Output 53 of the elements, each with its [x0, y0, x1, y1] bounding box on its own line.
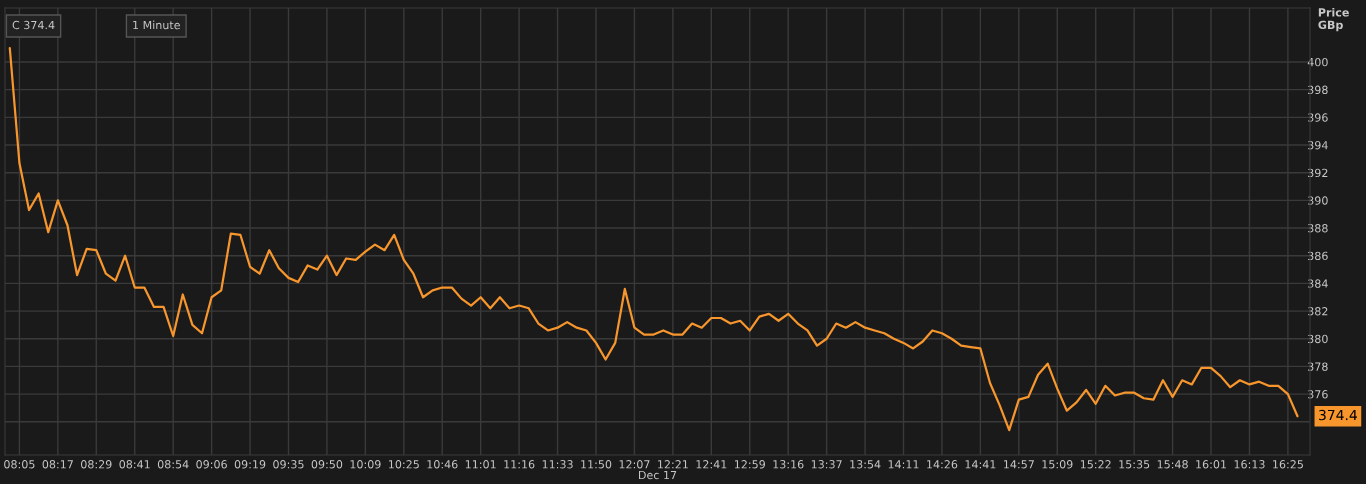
x-tick-label: 08:05: [4, 460, 35, 469]
y-tick-label: 398: [1308, 85, 1328, 95]
x-tick-label: 11:50: [581, 460, 612, 469]
x-tick-label: 13:54: [850, 460, 881, 469]
x-tick-label: 12:07: [619, 460, 650, 469]
x-tick-label: 12:59: [734, 460, 765, 469]
x-tick-label: 14:57: [1004, 460, 1034, 469]
x-tick-label: 15:22: [1080, 460, 1111, 469]
x-tick-label: 09:35: [273, 460, 304, 469]
x-tick-label: 12:21: [658, 460, 688, 469]
x-tick-label: 14:26: [927, 460, 958, 469]
x-axis-title: Dec 17: [639, 470, 677, 480]
x-tick-label: 09:19: [234, 460, 266, 469]
x-tick-label: 08:54: [157, 460, 189, 469]
y-tick-label: 380: [1308, 334, 1328, 344]
x-tick-label: 15:48: [1157, 460, 1188, 469]
x-tick-label: 10:09: [350, 460, 381, 469]
y-tick-label: 376: [1308, 390, 1328, 399]
x-tick-label: 13:16: [773, 460, 804, 469]
x-tick-label: 16:25: [1273, 460, 1303, 469]
annotation: 1 Minute: [133, 20, 180, 30]
data-label: 374.4: [1319, 409, 1357, 421]
x-tick-label: 08:41: [119, 460, 150, 469]
y-tick-label: 388: [1308, 224, 1328, 233]
y-axis-title: Price GBp: [1318, 8, 1349, 32]
line-series: [8, 47, 1299, 432]
y-tick-label: 394: [1308, 140, 1328, 150]
x-tick-label: 15:35: [1119, 460, 1150, 469]
y-tick-label: 400: [1307, 57, 1328, 67]
y-tick-label: 390: [1308, 196, 1328, 205]
y-tick-label: 396: [1308, 113, 1328, 122]
y-tick-label: 378: [1308, 362, 1328, 371]
x-tick-label: 15:09: [1042, 460, 1073, 469]
y-tick-label: 392: [1308, 168, 1328, 178]
y-tick-label: 386: [1308, 251, 1328, 261]
x-tick-label: 14:41: [965, 460, 996, 469]
x-tick-label: 09:50: [311, 460, 343, 469]
x-tick-label: 14:11: [888, 460, 919, 469]
x-tick-label: 16:01: [1196, 460, 1226, 469]
x-tick-label: 10:25: [389, 460, 419, 469]
x-tick-label: 11:16: [504, 460, 535, 469]
x-tick-label: 11:01: [465, 460, 496, 469]
x-tick-label: 11:33: [542, 460, 573, 469]
x-tick-label: 16:13: [1234, 460, 1265, 469]
x-tick-label: 08:17: [42, 460, 73, 469]
x-tick-label: 09:06: [196, 460, 227, 469]
y-tick-label: 382: [1308, 307, 1328, 316]
x-tick-label: 13:37: [811, 460, 842, 469]
x-tick-label: 12:41: [696, 460, 727, 469]
x-tick-label: 08:29: [81, 460, 112, 469]
annotation: C 374.4: [12, 20, 55, 30]
y-tick-label: 384: [1308, 279, 1328, 288]
x-tick-label: 10:46: [427, 460, 458, 469]
